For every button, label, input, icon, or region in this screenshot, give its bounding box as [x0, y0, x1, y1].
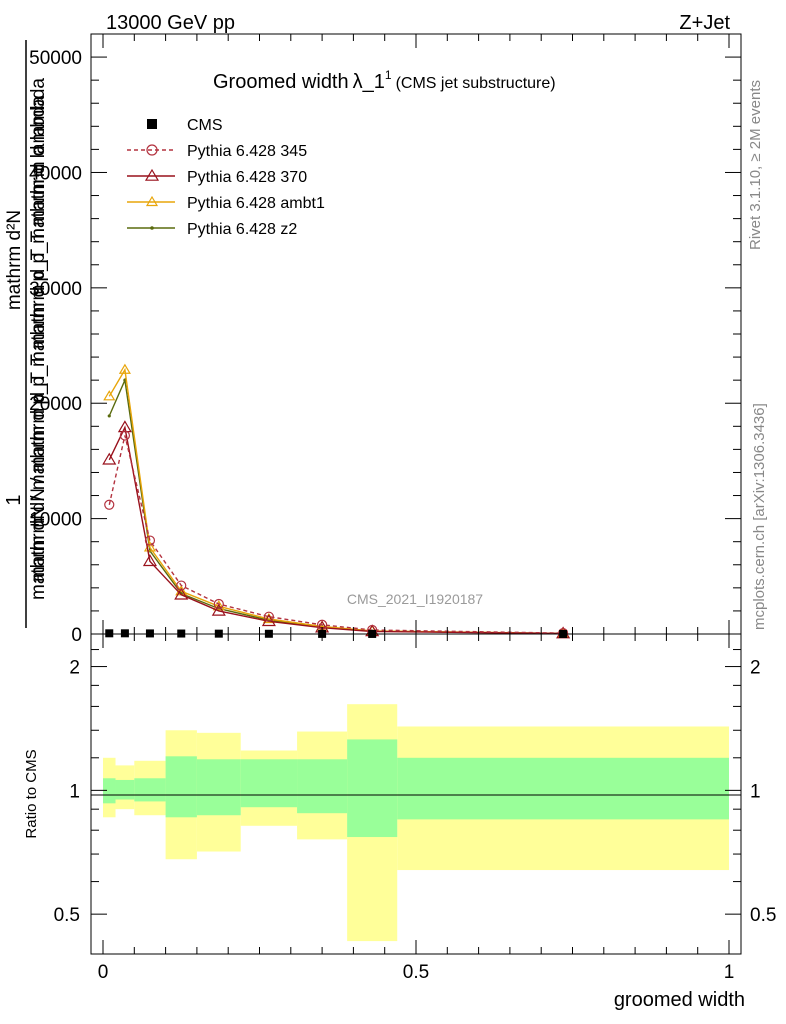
legend: CMS Pythia 6.428 345 Pythia 6.428 370 Pythi… [127, 117, 325, 238]
ratio-y-tick-label: 1 [69, 781, 80, 802]
legend-entry: CMS [147, 117, 223, 134]
ylabel-top: mathrm d²N [4, 210, 25, 310]
ratio-y-tick-label: 0.5 [54, 905, 80, 926]
series-marker-circle [176, 580, 187, 591]
series-line [108, 435, 564, 634]
ratio-inner-band [165, 756, 197, 818]
cms-data-point [105, 629, 114, 638]
series-marker-triangle [174, 587, 189, 600]
ratio-inner-band [347, 739, 398, 838]
series-marker-triangle [142, 554, 157, 567]
title-paren: (CMS jet substructure) [396, 75, 556, 92]
ratio-y-tick-label-right: 0.5 [750, 905, 776, 926]
ratio-inner-band [134, 778, 166, 802]
series-marker-dot [107, 414, 111, 418]
ratio-bands [103, 704, 729, 942]
main-y-tick-label: 40000 [29, 163, 82, 184]
ratio-y-tick-label-right: 2 [750, 658, 761, 679]
legend-entry: Pythia 6.428 345 [127, 143, 307, 160]
series-marker-circle [144, 535, 156, 546]
main-ylabel: 1 mathrm d²N mathrm dN / mathrm d p_T ma… [3, 40, 49, 628]
series-marker-triangle [118, 363, 131, 374]
main-y-tick-label: 30000 [29, 279, 82, 300]
ratio-y-tick-label: 2 [69, 658, 80, 679]
ratio-inner-band [196, 759, 241, 816]
ratio-inner-band [397, 757, 729, 820]
series-marker-triangle [212, 600, 225, 611]
main-y-tick-label: 0 [71, 625, 82, 646]
x-tick-label: 1 [724, 962, 735, 983]
ratio-ylabel: Ratio to CMS [23, 749, 40, 838]
ratio-y-tick-label-right: 1 [750, 781, 761, 802]
series-marker-triangle [211, 603, 226, 616]
energy-label: 13000 GeV pp [106, 12, 235, 34]
legend-marker-triangle [145, 195, 159, 207]
series-marker-triangle [102, 452, 117, 465]
legend-marker-triangle [144, 168, 160, 181]
legend-entry: Pythia 6.428 z2 [127, 221, 297, 238]
legend-marker-dot [150, 226, 154, 230]
main-series [102, 363, 571, 639]
ylabel-denom: mathrm dN / mathrm d p_T mathrm d p_T ma… [28, 96, 49, 600]
title-lambda: λ_1 [353, 71, 385, 93]
x-tick-label: 0 [98, 962, 109, 983]
process-label: Z+Jet [679, 12, 730, 34]
main-y-tick-label: 50000 [29, 48, 82, 69]
x-axis-label: groomed width [614, 989, 745, 1011]
legend-label: Pythia 6.428 z2 [187, 221, 297, 238]
main-title: Groomed width λ_11 (CMS jet substructure) [213, 68, 556, 93]
legend-label: CMS [187, 117, 223, 134]
x-tick-label: 0.5 [403, 962, 429, 983]
series-line [108, 367, 564, 635]
legend-entry: Pythia 6.428 ambt1 [127, 195, 325, 212]
mcplots-label: mcplots.cern.ch [arXiv:1306.3436] [751, 403, 768, 630]
series-marker-circle [104, 499, 115, 510]
watermark: CMS_2021_I1920187 [347, 591, 483, 607]
legend-label: Pythia 6.428 ambt1 [187, 195, 325, 212]
legend-marker-square [147, 119, 157, 129]
ratio-inner-band [297, 759, 348, 814]
cms-data-point [145, 629, 154, 638]
legend-label: Pythia 6.428 345 [187, 143, 307, 160]
series-marker-circle [119, 430, 131, 441]
ylabel-top-denom: mathrm dN / mathrm d p_T mathrm d p_T ma… [28, 78, 49, 582]
main-axis-ticks: 0 10000 20000 30000 40000 50000 [29, 33, 741, 646]
legend-entry: Pythia 6.428 370 [127, 168, 307, 186]
rivet-label: Rivet 3.1.10, ≥ 2M events [747, 80, 764, 250]
cms-data-point [120, 629, 129, 638]
series-marker-triangle [117, 420, 132, 433]
legend-marker-circle [146, 144, 158, 156]
series-marker-triangle [262, 612, 275, 624]
title-main: Groomed width [213, 71, 349, 93]
ratio-inner-band [115, 779, 135, 800]
series-marker-circle [213, 598, 224, 610]
ratio-inner-band [103, 778, 116, 804]
legend-label: Pythia 6.428 370 [187, 169, 307, 186]
series-marker-triangle [103, 390, 116, 401]
title-sup: 1 [385, 68, 392, 82]
series-marker-circle [263, 611, 274, 622]
ratio-inner-band [240, 759, 298, 808]
ylabel-numer: 1 [3, 494, 25, 505]
series-line [108, 425, 564, 635]
ratio-axis-ticks: 0.5 0.5 1 1 2 2 0 0.5 1 [54, 633, 776, 983]
main-y-tick-label: 10000 [29, 510, 82, 531]
main-y-tick-label: 20000 [29, 394, 82, 415]
